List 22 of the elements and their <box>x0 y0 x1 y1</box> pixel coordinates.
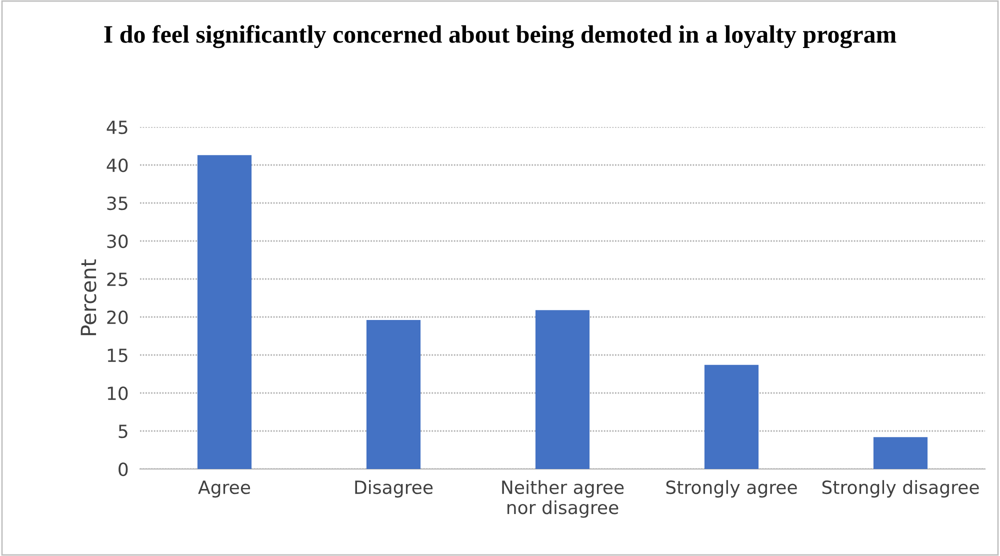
chart-title: I do feel significantly concerned about being demoted in a loyalty program <box>104 25 896 48</box>
bar <box>197 155 252 469</box>
x-tick-label: Neither agree nor disagree <box>502 480 624 518</box>
x-tick-label: Agree <box>198 480 250 498</box>
y-axis-title: Percent <box>80 259 96 336</box>
y-tick-label: 30 <box>107 234 128 248</box>
y-tick-label: 45 <box>106 120 128 134</box>
y-tick-label: 0 <box>118 462 128 476</box>
y-tick-label: 10 <box>108 386 128 400</box>
y-tick-label: 20 <box>107 310 128 324</box>
bar <box>873 437 928 469</box>
y-tick-label: 5 <box>118 424 128 438</box>
x-tick-label: Strongly agree <box>666 480 797 498</box>
bar <box>535 310 590 469</box>
x-tick-label: Disagree <box>355 480 433 498</box>
y-tick-label: 40 <box>106 158 128 172</box>
bar <box>366 320 421 469</box>
x-tick-label: Strongly disagree <box>822 480 979 498</box>
y-tick-label: 25 <box>107 272 128 286</box>
y-tick-label: 35 <box>107 196 128 210</box>
y-tick-label: 15 <box>108 348 128 362</box>
bar <box>704 364 759 469</box>
